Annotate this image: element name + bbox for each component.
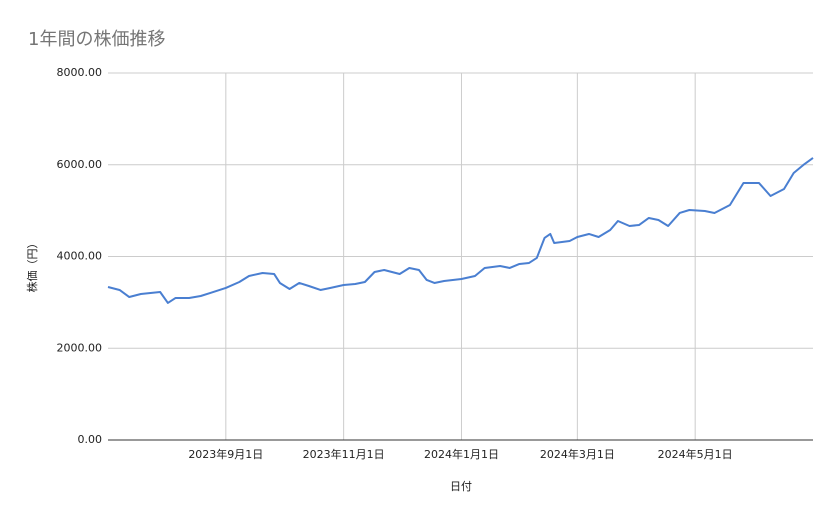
y-tick-label: 8000.00	[57, 66, 103, 79]
chart-title: 1年間の株価推移	[28, 29, 165, 50]
x-tick-label: 2023年9月1日	[188, 447, 263, 461]
y-tick-label: 2000.00	[57, 341, 103, 354]
y-tick-label: 6000.00	[57, 158, 103, 171]
y-tick-label: 4000.00	[57, 250, 103, 263]
y-tick-label: 0.00	[78, 433, 103, 446]
x-tick-label: 2024年1月1日	[424, 447, 499, 461]
x-tick-label: 2023年11月1日	[303, 447, 385, 461]
x-axis-label: 日付	[450, 480, 472, 493]
y-axis-label: 株価（円）	[25, 238, 39, 293]
x-tick-label: 2024年3月1日	[540, 447, 615, 461]
x-tick-label: 2024年5月1日	[658, 447, 733, 461]
line-series	[107, 157, 814, 304]
